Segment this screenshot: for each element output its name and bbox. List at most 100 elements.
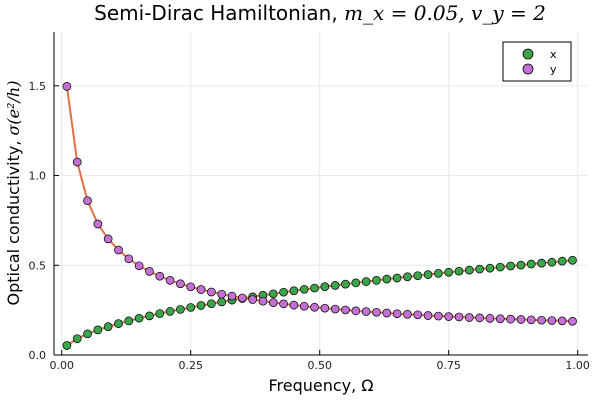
data-point-x: [403, 272, 412, 282]
data-point-y: [124, 254, 134, 264]
data-point-x: [434, 269, 443, 278]
data-point-x: [516, 260, 526, 270]
data-point-y: [423, 311, 433, 320]
data-point-y: [557, 316, 567, 326]
data-point-y: [413, 310, 423, 320]
data-point-y: [207, 287, 216, 297]
data-point-x: [62, 341, 72, 350]
data-point-x: [392, 273, 402, 283]
data-point-y: [258, 296, 268, 306]
data-point-x: [93, 325, 103, 335]
x-tick-label: 0.25: [178, 359, 203, 372]
data-point-y: [186, 282, 196, 292]
data-point-y: [145, 267, 154, 276]
data-point-x: [557, 256, 567, 266]
data-point-y: [341, 305, 350, 315]
data-point-y: [268, 298, 278, 307]
data-point-x: [176, 305, 185, 314]
data-point-x: [124, 316, 134, 326]
data-point-x: [495, 262, 505, 272]
data-point-y: [289, 300, 299, 310]
data-point-x: [444, 267, 454, 277]
data-point-y: [83, 196, 92, 206]
data-point-x: [568, 255, 577, 265]
data-point-x: [207, 299, 216, 309]
data-point-x: [330, 281, 340, 290]
data-point-y: [165, 276, 175, 285]
legend-label-y: y: [550, 63, 557, 76]
x-tick-label: 0.75: [436, 359, 461, 372]
data-point-x: [165, 307, 175, 316]
data-point-x: [361, 277, 371, 286]
data-point-y: [464, 313, 474, 322]
data-point-y: [103, 234, 113, 244]
data-point-y: [248, 295, 257, 304]
data-point-y: [72, 157, 82, 167]
data-point-y: [516, 315, 526, 324]
data-point-y: [310, 302, 319, 312]
data-point-y: [62, 82, 72, 91]
data-point-x: [196, 301, 206, 310]
data-point-y: [392, 309, 402, 319]
data-point-x: [506, 261, 515, 271]
data-point-y: [361, 307, 371, 316]
data-point-y: [403, 309, 412, 319]
data-point-x: [186, 303, 196, 312]
legend-marker-y: [522, 63, 534, 75]
data-point-y: [93, 219, 103, 229]
data-point-y: [351, 306, 361, 316]
data-point-y: [537, 315, 546, 325]
data-point-y: [495, 314, 505, 324]
legend-marker-x: [522, 48, 534, 60]
y-tick-label: 1.5: [29, 80, 47, 93]
data-point-y: [382, 308, 392, 318]
data-point-y: [475, 313, 484, 323]
data-point-x: [310, 283, 319, 293]
data-point-y: [526, 315, 536, 325]
data-point-x: [341, 279, 350, 289]
data-point-y: [485, 314, 495, 323]
data-point-x: [114, 319, 123, 328]
data-point-y: [196, 285, 206, 294]
data-point-x: [268, 289, 278, 299]
data-point-x: [526, 259, 536, 269]
y-tick-label: 0.5: [29, 259, 47, 272]
data-points: [62, 82, 577, 350]
data-point-y: [114, 245, 123, 255]
x-tick-label: 0.50: [307, 359, 332, 372]
data-point-y: [299, 301, 309, 311]
data-point-y: [237, 293, 247, 303]
data-point-x: [382, 274, 392, 284]
data-point-x: [289, 286, 299, 296]
data-point-x: [372, 276, 381, 285]
data-point-y: [372, 307, 381, 317]
data-point-y: [454, 312, 464, 322]
x-tick-label: 0.00: [49, 359, 74, 372]
data-point-x: [423, 270, 433, 279]
y-axis-label-math: σ(e²/h): [4, 81, 23, 136]
data-point-y: [217, 289, 227, 299]
ticks: 0.00 0.25 0.50 0.75 1.00 0.0 0.5 1.0 1.5: [29, 80, 590, 372]
data-point-y: [434, 311, 443, 321]
data-point-x: [351, 278, 361, 288]
data-point-x: [454, 266, 464, 276]
data-point-x: [475, 264, 484, 274]
data-point-x: [547, 257, 557, 267]
data-point-y: [444, 312, 454, 321]
data-point-x: [485, 263, 495, 273]
chart-title: Semi-Dirac Hamiltonian, m_x = 0.05, v_y …: [94, 1, 546, 25]
data-point-x: [145, 311, 154, 321]
legend-box: [502, 41, 572, 82]
data-point-x: [155, 309, 165, 318]
data-point-x: [134, 313, 144, 323]
chart-title-text: Semi-Dirac Hamiltonian,: [94, 1, 344, 25]
x-axis-label: Frequency, Ω: [268, 376, 373, 395]
data-point-y: [279, 299, 288, 309]
data-point-x: [279, 287, 288, 297]
data-point-y: [568, 316, 577, 326]
data-point-x: [537, 258, 546, 268]
data-point-y: [176, 279, 185, 289]
data-point-y: [227, 291, 237, 301]
y-axis-label-text: Optical conductivity,: [4, 136, 23, 306]
